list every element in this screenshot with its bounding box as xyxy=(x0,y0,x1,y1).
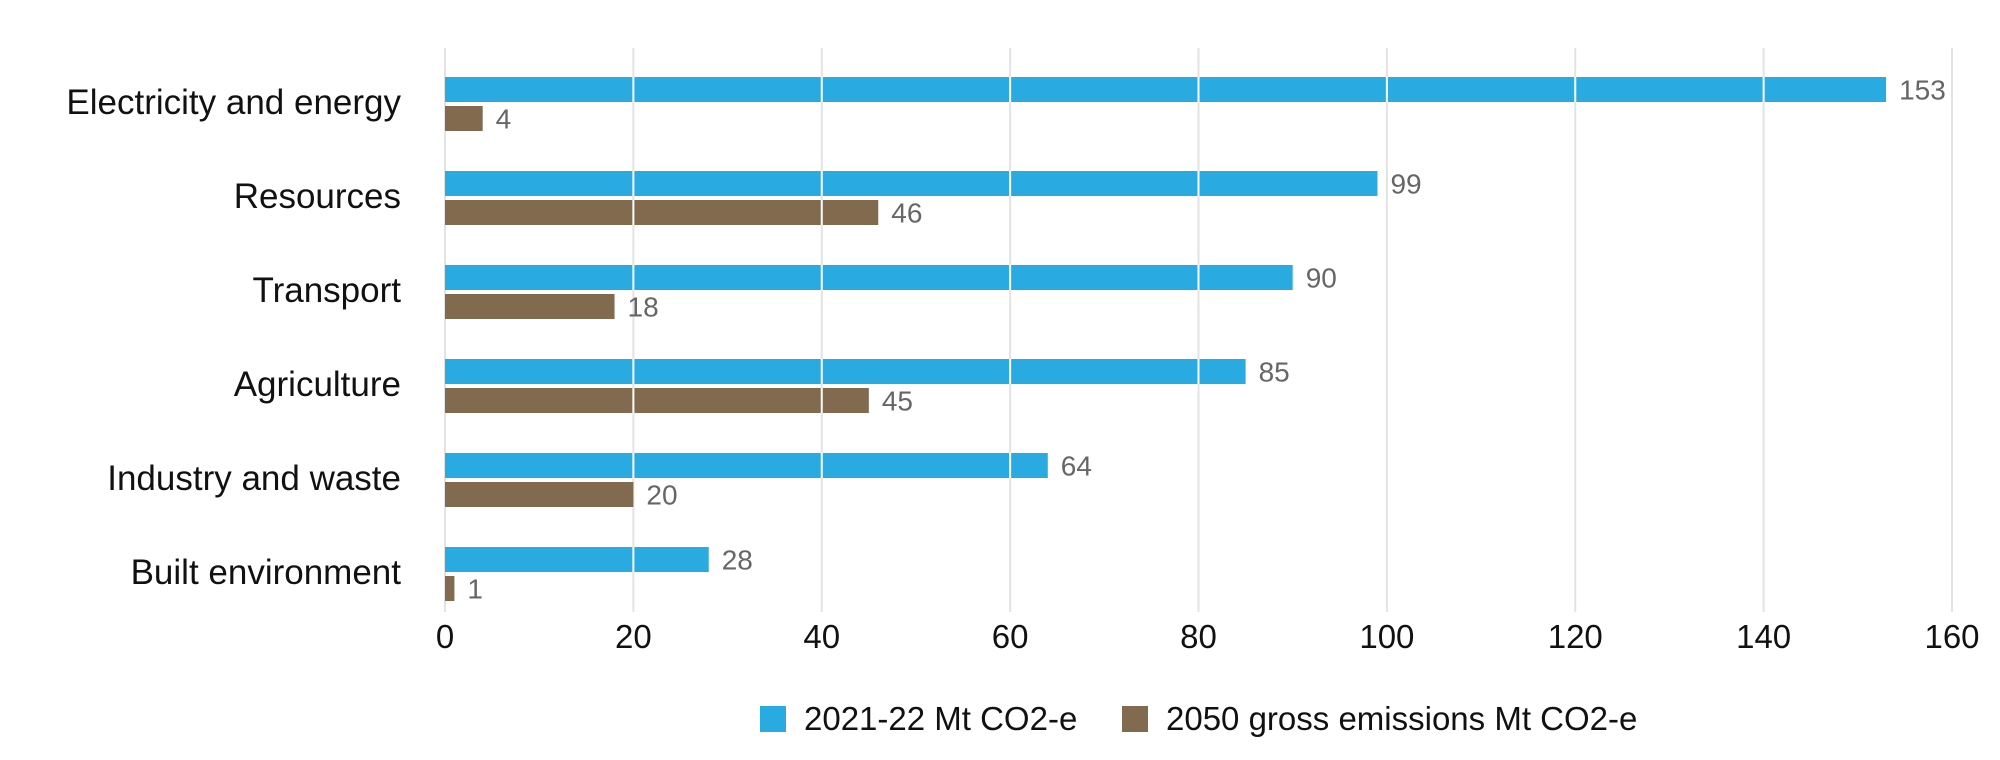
x-tick-label: 80 xyxy=(1180,618,1217,655)
data-label: 18 xyxy=(628,292,659,323)
x-tick-label: 160 xyxy=(1924,618,1979,655)
value-labels: 153 4 99 46 90 18 85 45 64 20 28 1 xyxy=(467,75,1945,605)
data-label: 45 xyxy=(882,386,913,417)
legend-label: 2050 gross emissions Mt CO2-e xyxy=(1166,700,1637,737)
bar-2021-22 xyxy=(445,171,1378,196)
bar-2050 xyxy=(445,200,879,225)
data-label: 1 xyxy=(467,574,483,605)
x-axis-ticks: 0 20 40 60 80 100 120 140 160 xyxy=(436,618,1980,655)
bar-2021-22 xyxy=(445,77,1887,102)
data-label: 20 xyxy=(646,480,677,511)
bar-2050 xyxy=(445,294,615,319)
data-label: 153 xyxy=(1899,75,1946,106)
bar-2050 xyxy=(445,388,869,413)
category-label: Resources xyxy=(234,177,401,216)
x-tick-label: 20 xyxy=(615,618,652,655)
legend-label: 2021-22 Mt CO2-e xyxy=(804,700,1077,737)
x-tick-label: 60 xyxy=(992,618,1029,655)
legend-swatch-2050 xyxy=(1122,706,1148,732)
category-label: Built environment xyxy=(131,553,402,592)
data-label: 4 xyxy=(496,104,512,135)
legend: 2021-22 Mt CO2-e 2050 gross emissions Mt … xyxy=(760,700,1637,737)
x-tick-label: 40 xyxy=(803,618,840,655)
data-label: 64 xyxy=(1061,451,1092,482)
bar-2050 xyxy=(445,576,455,601)
category-label: Transport xyxy=(253,271,402,310)
x-tick-label: 0 xyxy=(436,618,454,655)
category-labels: Electricity and energy Resources Transport… xyxy=(66,83,401,592)
legend-swatch-2021-22 xyxy=(760,706,786,732)
bars xyxy=(445,77,1887,601)
data-label: 85 xyxy=(1259,357,1290,388)
gridlines xyxy=(444,48,1953,612)
category-label: Electricity and energy xyxy=(66,83,401,122)
data-label: 99 xyxy=(1390,169,1421,200)
category-label: Agriculture xyxy=(234,365,401,404)
bar-2021-22 xyxy=(445,265,1293,290)
x-tick-label: 120 xyxy=(1548,618,1603,655)
x-tick-label: 100 xyxy=(1359,618,1414,655)
bar-2021-22 xyxy=(445,359,1246,384)
data-label: 90 xyxy=(1306,263,1337,294)
bar-2021-22 xyxy=(445,453,1048,478)
x-tick-label: 140 xyxy=(1736,618,1791,655)
bar-2050 xyxy=(445,106,483,131)
category-label: Industry and waste xyxy=(107,459,401,498)
data-label: 46 xyxy=(891,198,922,229)
data-label: 28 xyxy=(722,545,753,576)
bar-2021-22 xyxy=(445,547,709,572)
bar-2050 xyxy=(445,482,634,507)
